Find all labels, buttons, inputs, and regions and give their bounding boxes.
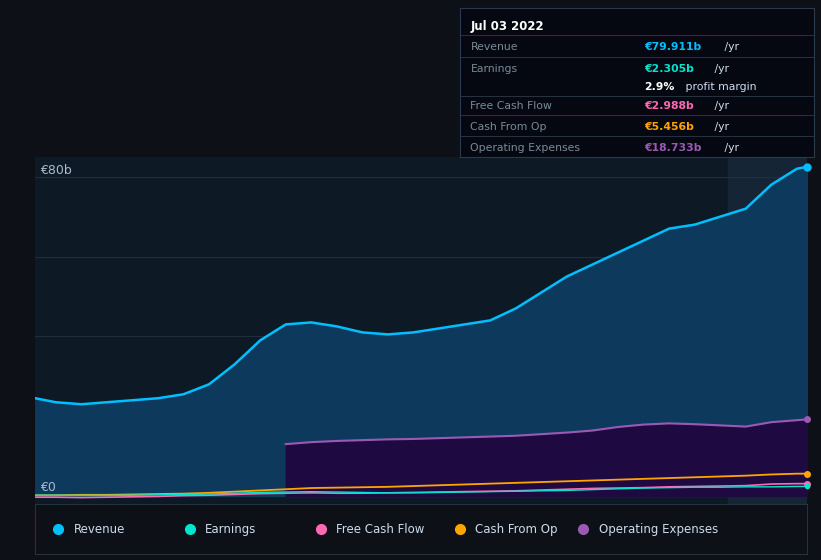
Text: /yr: /yr <box>711 122 729 132</box>
Text: €5.456b: €5.456b <box>644 122 694 132</box>
Text: Cash From Op: Cash From Op <box>470 122 547 132</box>
Text: €0: €0 <box>40 481 57 494</box>
Text: Free Cash Flow: Free Cash Flow <box>470 101 553 111</box>
Text: Earnings: Earnings <box>205 522 256 536</box>
Text: /yr: /yr <box>721 143 739 153</box>
Text: Cash From Op: Cash From Op <box>475 522 557 536</box>
Text: /yr: /yr <box>721 42 739 52</box>
Text: /yr: /yr <box>711 64 729 74</box>
Text: €80b: €80b <box>40 164 72 177</box>
Text: profit margin: profit margin <box>682 82 757 92</box>
Text: Free Cash Flow: Free Cash Flow <box>337 522 424 536</box>
Text: /yr: /yr <box>711 101 729 111</box>
Text: €79.911b: €79.911b <box>644 42 701 52</box>
Text: €2.305b: €2.305b <box>644 64 694 74</box>
Text: €18.733b: €18.733b <box>644 143 702 153</box>
Text: Operating Expenses: Operating Expenses <box>599 522 718 536</box>
Text: Revenue: Revenue <box>470 42 518 52</box>
Text: €2.988b: €2.988b <box>644 101 694 111</box>
Text: Operating Expenses: Operating Expenses <box>470 143 580 153</box>
Text: Jul 03 2022: Jul 03 2022 <box>470 20 544 32</box>
Bar <box>728 157 807 504</box>
Text: Earnings: Earnings <box>470 64 517 74</box>
Text: 2.9%: 2.9% <box>644 82 675 92</box>
Text: Revenue: Revenue <box>74 522 126 536</box>
